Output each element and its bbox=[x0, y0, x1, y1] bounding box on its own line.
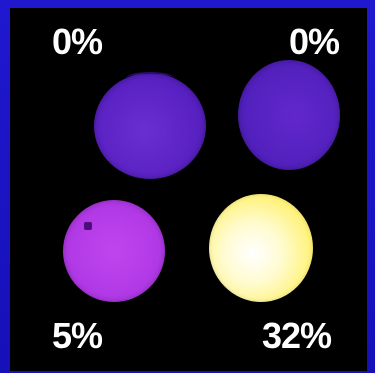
percent-label-bottom-left: 5% bbox=[52, 315, 103, 356]
sample-dark-spot bbox=[84, 222, 92, 230]
percent-label-bottom-right: 32% bbox=[262, 315, 332, 356]
sample-disc-bottom-right bbox=[209, 194, 313, 302]
sample-arc-artifact bbox=[126, 72, 174, 84]
percent-label-top-left: 0% bbox=[52, 21, 103, 62]
sample-disc-top-left bbox=[94, 73, 206, 179]
sample-disc-top-right bbox=[238, 60, 340, 170]
percent-label-top-right: 0% bbox=[289, 21, 340, 62]
sample-disc-bottom-left bbox=[63, 200, 165, 302]
